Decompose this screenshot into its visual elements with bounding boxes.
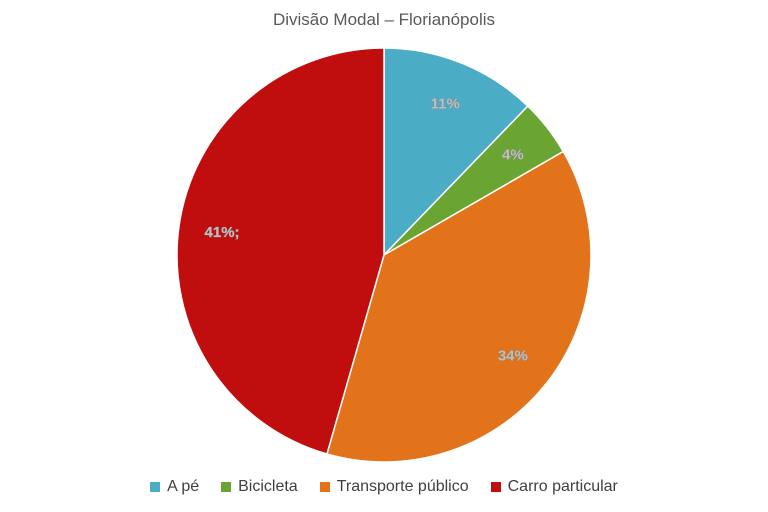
legend-label: Bicicleta xyxy=(238,478,298,495)
legend-swatch xyxy=(150,482,161,492)
legend-item-transporte-publico: Transporte público xyxy=(319,478,469,496)
legend-label: A pé xyxy=(167,478,200,495)
legend: A pé Bicicleta Transporte público Carro … xyxy=(0,478,768,496)
legend-label: Carro particular xyxy=(507,478,618,495)
legend-swatch xyxy=(490,482,501,492)
chart-title: Divisão Modal – Florianópolis xyxy=(272,10,496,29)
slice-data-label: 4% xyxy=(502,146,524,163)
legend-item-a-pe: A pé xyxy=(150,478,199,496)
legend-item-bicicleta: Bicicleta xyxy=(221,478,298,496)
legend-swatch xyxy=(221,482,232,492)
slice-data-label: 34% xyxy=(498,348,528,365)
legend-swatch xyxy=(319,482,330,492)
slice-data-label: 41%; xyxy=(205,224,240,241)
pie-slice-carro-particular xyxy=(176,47,385,455)
legend-item-carro-particular: Carro particular xyxy=(490,478,618,496)
pie-slice-transporte-publico xyxy=(326,150,592,463)
pie-slice-a-pe xyxy=(383,47,529,257)
slice-data-label: 11% xyxy=(431,95,460,112)
legend-label: Transporte público xyxy=(336,478,469,495)
